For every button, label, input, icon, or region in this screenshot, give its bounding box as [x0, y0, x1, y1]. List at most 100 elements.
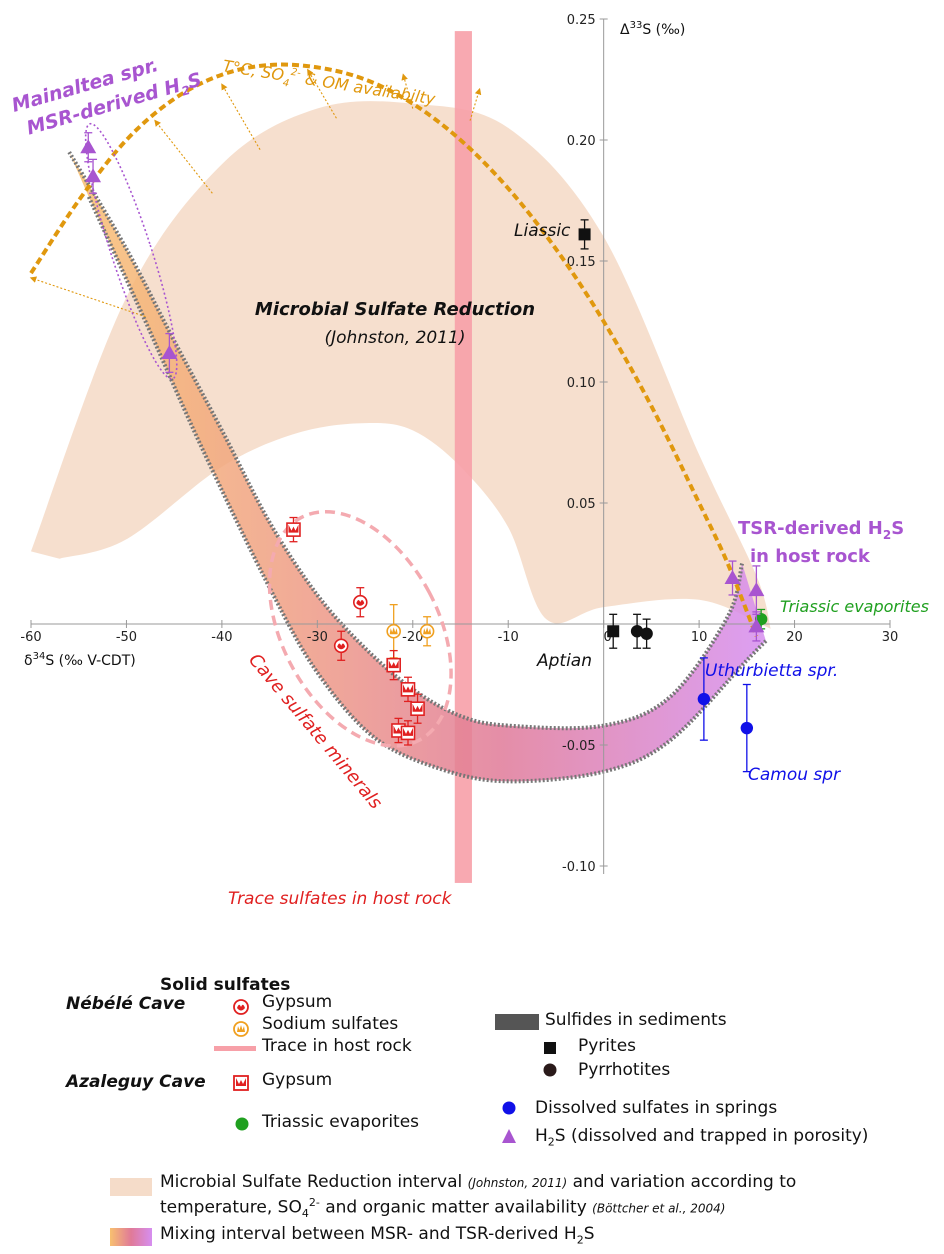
data-point-triangle	[161, 332, 178, 373]
legend-sodium-circle-icon	[233, 1021, 249, 1037]
data-point-circle	[630, 613, 644, 649]
temperature-availability-curve	[29, 62, 759, 637]
grouping-ellipses	[84, 122, 453, 748]
legend-trace-host-rock-label: Trace in host rock	[262, 1036, 412, 1056]
uthurbietta-label: Uthurbietta spr.	[705, 661, 838, 681]
x-tick-label: 10	[691, 630, 708, 645]
legend-mixing-swatch	[110, 1228, 152, 1246]
x-tick-label: 20	[786, 630, 803, 645]
data-point-sodium-circle	[419, 616, 435, 647]
x-tick-label: -60	[20, 630, 41, 645]
x-tick-label: -10	[498, 630, 519, 645]
legend-h2s-label: H2S (dissolved and trapped in porosity)	[535, 1126, 869, 1149]
y-axis-ticks: 0.25 0.20 0.15 0.10 0.05 -0.05 -0.10	[562, 13, 608, 875]
curve-arrow	[29, 276, 146, 318]
tsr-label-line1: TSR-derived H2S	[738, 518, 904, 542]
x-tick-label: -40	[211, 630, 232, 645]
curve-arrows	[29, 68, 482, 318]
data-point-gypsum-square	[400, 720, 416, 746]
y-tick-label: -0.05	[562, 739, 596, 754]
cave-minerals-ellipse	[267, 509, 453, 748]
aptian-label: Aptian	[536, 651, 592, 671]
msr-reference: (Johnston, 2011)	[325, 328, 466, 348]
y-tick-label: 0.15	[567, 255, 596, 270]
data-point-circle	[640, 618, 653, 649]
mixing-band-upper-edge	[67, 151, 745, 731]
x-axis-ticks: -60 -50 -40 -30 -20 -10 10 20 30 0	[20, 620, 898, 645]
data-point-square	[578, 219, 591, 250]
triassic-label: Triassic evaporites	[780, 597, 929, 616]
msr-title: Microbial Sulfate Reduction	[255, 299, 535, 320]
curve-arrow	[221, 83, 261, 150]
data-point-gypsum-circle	[333, 630, 349, 661]
y-tick-label: 0.20	[567, 134, 596, 149]
curve-arrow	[401, 73, 414, 109]
trace-sulfates-label: Trace sulfates in host rock	[228, 889, 453, 909]
mainaltea-label: Mainaltea spr. MSR-derived H2S	[9, 54, 204, 140]
legend-gypsum-label: Gypsum	[262, 992, 333, 1012]
legend-pyrites-icon	[544, 1042, 556, 1054]
mixing-band-lower-edge	[86, 194, 768, 784]
legend-azaleguy-cave: Azaleguy Cave	[66, 1072, 206, 1092]
data-point-triangle	[748, 565, 765, 615]
legend-pyrites-label: Pyrites	[578, 1036, 637, 1056]
data-point-triangle	[80, 132, 97, 163]
mainaltea-ellipse	[84, 122, 178, 380]
x-axis-label: δ34S (‰ V-CDT)	[24, 651, 136, 669]
y-tick-label: 0.10	[567, 376, 596, 391]
liassic-label: Liassic	[514, 221, 571, 241]
legend-pyrrhotites-icon	[543, 1063, 557, 1077]
camou-label: Camou spr	[748, 765, 841, 785]
legend-sodium-sulfates-label: Sodium sulfates	[262, 1014, 399, 1034]
y-tick-label: 0.05	[567, 497, 596, 512]
legend: Solid sulfates Nébélé Cave Gypsum Sodium…	[0, 960, 944, 1254]
data-point-gypsum-square	[286, 516, 301, 543]
legend-gypsum-circle-icon	[233, 999, 249, 1015]
data-point-gypsum-square	[386, 649, 401, 681]
x-tick-label: -30	[307, 630, 328, 645]
legend-dissolved-sulfates-icon	[502, 1101, 516, 1115]
legend-msr-line1: Microbial Sulfate Reduction interval (Jo…	[160, 1172, 797, 1192]
data-points	[80, 132, 768, 773]
x-tick-label-zero: 0	[604, 630, 612, 645]
shaded-regions	[31, 31, 771, 883]
trace-sulfates-bar	[454, 31, 472, 883]
data-point-triangle	[85, 158, 102, 194]
y-tick-label: 0.25	[567, 13, 596, 28]
legend-sulfides-swatch	[495, 1014, 539, 1030]
legend-gypsum-az-label: Gypsum	[262, 1070, 333, 1090]
legend-trace-swatch	[214, 1046, 256, 1051]
data-point-circle	[740, 683, 754, 773]
legend-msr-line2: temperature, SO42- and organic matter av…	[160, 1196, 726, 1221]
x-tick-label: -50	[116, 630, 137, 645]
data-point-gypsum-square	[410, 693, 425, 724]
legend-mixing-label: Mixing interval between MSR- and TSR-der…	[160, 1224, 595, 1247]
data-point-gypsum-circle	[352, 587, 368, 618]
x-tick-label: -20	[402, 630, 423, 645]
data-point-gypsum-square	[400, 676, 416, 703]
legend-msr-swatch	[110, 1178, 152, 1196]
data-point-triangle	[748, 611, 765, 642]
data-point-sodium-circle	[386, 603, 401, 659]
orange-curve-group	[29, 62, 759, 637]
x-tick-label: 30	[882, 630, 899, 645]
y-axis-label: Δ33S (‰)	[620, 20, 685, 38]
axes: -60 -50 -40 -30 -20 -10 10 20 300 0.250.200.150.…	[20, 13, 898, 875]
legend-h2s-triangle-icon	[502, 1129, 516, 1143]
legend-triassic-icon	[235, 1117, 249, 1131]
tsr-label-line2: in host rock	[750, 546, 871, 567]
legend-gypsum-square-icon	[233, 1075, 249, 1091]
curve-arrow	[307, 68, 337, 119]
legend-solid-sulfates-heading: Solid sulfates	[160, 975, 291, 995]
legend-triassic-label: Triassic evaporites	[262, 1112, 420, 1132]
isotope-chart: -60 -50 -40 -30 -20 -10 10 20 300 0.250.200.150.…	[9, 13, 929, 909]
curve-arrow	[469, 87, 482, 121]
legend-dissolved-sulfates-label: Dissolved sulfates in springs	[535, 1098, 778, 1118]
legend-nebele-cave: Nébélé Cave	[66, 994, 186, 1014]
y-tick-label: -0.10	[562, 860, 596, 875]
legend-sulfides-label: Sulfides in sediments	[545, 1010, 727, 1030]
data-point-square	[607, 613, 620, 649]
data-point-circle	[697, 657, 711, 741]
legend-pyrrhotites-label: Pyrrhotites	[578, 1060, 671, 1080]
data-point-triangle	[724, 560, 741, 596]
